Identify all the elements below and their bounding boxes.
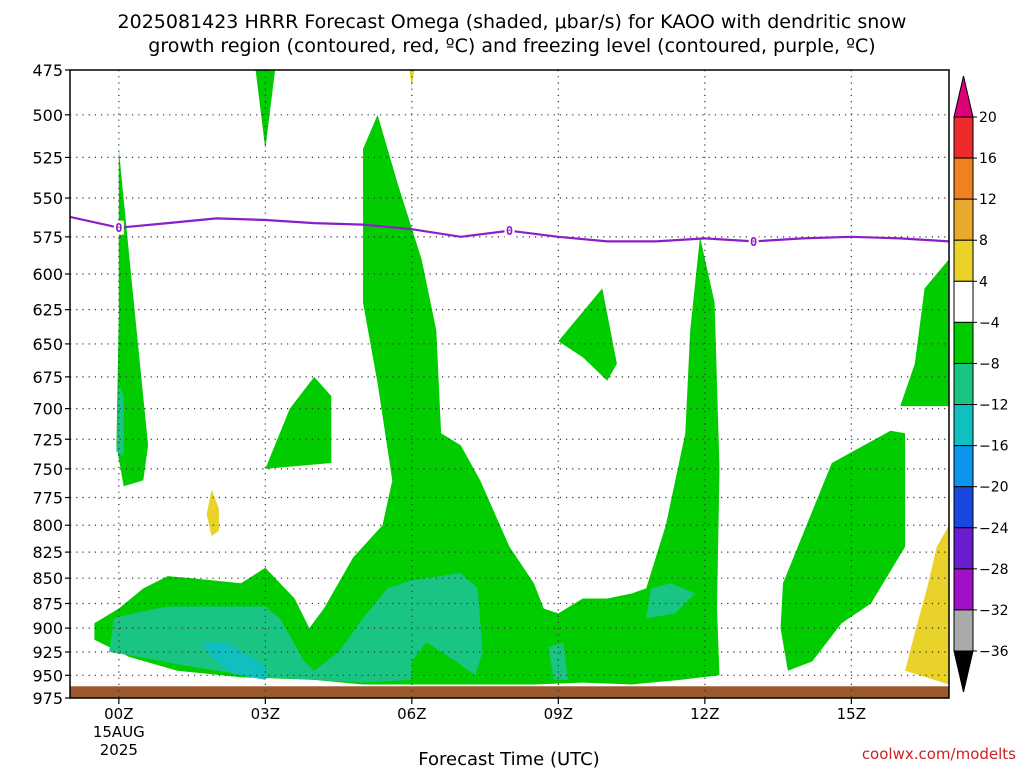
colorbar-tick-label: 16: [979, 151, 997, 167]
freezing-level-label: 0: [115, 221, 122, 235]
x-tick-label: 15Z: [837, 705, 866, 723]
colorbar-swatch: [953, 445, 974, 488]
y-tick-label: 975: [32, 689, 63, 708]
x-tick-date-label: 15AUG: [93, 723, 145, 741]
y-tick-label: 600: [32, 265, 63, 284]
x-tick-year-label: 2025: [100, 741, 138, 759]
y-tick-label: 925: [32, 643, 63, 662]
y-tick-label: 650: [32, 335, 63, 354]
freezing-level-contour: 0 0 0: [70, 215, 949, 249]
x-tick-label: 00Z: [104, 705, 133, 723]
colorbar-swatch: [953, 280, 974, 323]
colorbar-swatch: [953, 362, 974, 406]
y-tick-label: 575: [32, 228, 63, 247]
colorbar-tick-label: 4: [979, 274, 988, 290]
x-tick-label: 09Z: [544, 705, 573, 723]
y-tick-label: 550: [32, 189, 63, 208]
omega-region-2: [255, 70, 276, 149]
colorbar-swatch: [953, 198, 974, 241]
y-tick-label: 475: [32, 61, 63, 80]
omega-region-1: [116, 383, 124, 458]
omega-region-11: [900, 259, 949, 407]
colorbar-tick-label: −32: [979, 603, 1009, 619]
colorbar-bottom-arrow: [953, 650, 974, 693]
y-tick-label: 525: [32, 148, 63, 167]
y-tick-label: 825: [32, 543, 63, 562]
colorbar-tick-label: −12: [979, 398, 1009, 414]
y-tick-label: 750: [32, 460, 63, 479]
colorbar-swatch: [953, 486, 974, 529]
colorbar-tick-label: 20: [979, 110, 997, 126]
y-tick-label: 875: [32, 594, 63, 613]
colorbar-tick-label: −36: [979, 644, 1009, 660]
omega-shading: [70, 70, 949, 698]
y-tick-label: 700: [32, 400, 63, 419]
freezing-label-bg: [504, 223, 515, 238]
y-tick-label: 800: [32, 516, 63, 535]
y-tick-label: 625: [32, 301, 63, 320]
colorbar-swatch: [953, 568, 974, 611]
colorbar-swatch: [953, 404, 974, 447]
colorbar-tick-label: 12: [979, 192, 997, 208]
x-tick-label: 03Z: [251, 705, 280, 723]
freezing-level-label: 0: [750, 235, 757, 249]
y-tick-label: 950: [32, 666, 63, 685]
omega-region-8: [646, 583, 696, 619]
omega-region-6: [201, 642, 266, 680]
x-tick-label: 06Z: [397, 705, 426, 723]
colorbar-tick-label: −16: [979, 439, 1009, 455]
omega-region-4: [94, 114, 720, 685]
y-tick-label: 725: [32, 430, 63, 449]
colorbar-tick-label: 8: [979, 233, 988, 249]
omega-region-10: [780, 430, 906, 671]
y-tick-label: 500: [32, 106, 63, 125]
colorbar-tick-label: −20: [979, 480, 1009, 496]
freezing-level-label: 0: [506, 224, 513, 238]
freezing-label-bg: [113, 220, 124, 235]
colorbar-swatch: [953, 239, 974, 282]
omega-region-5: [109, 573, 483, 683]
omega-region-7: [548, 642, 569, 680]
colorbar-swatch: [953, 527, 974, 570]
omega-region-9: [558, 288, 617, 381]
surface-band: [70, 686, 949, 698]
freezing-label-bg: [748, 234, 759, 249]
credit-text: coolwx.com/modelts: [862, 745, 1016, 763]
colorbar-tick-label: −24: [979, 521, 1009, 537]
chart-title-line-2: growth region (contoured, red, ºC) and f…: [148, 35, 875, 57]
colorbar-tick-label: −8: [979, 356, 1000, 372]
chart-title-line-1: 2025081423 HRRR Forecast Omega (shaded, …: [118, 11, 907, 33]
y-tick-label: 775: [32, 489, 63, 508]
y-tick-label: 850: [32, 569, 63, 588]
colorbar-swatch: [953, 609, 974, 652]
omega-region-0: [116, 149, 149, 487]
colorbar-swatch: [953, 116, 974, 159]
omega-region-14: [409, 70, 415, 89]
omega-region-3: [265, 376, 332, 469]
x-tick-label: 12Z: [690, 705, 719, 723]
omega-region-12: [905, 525, 949, 685]
plot-frame: [69, 69, 950, 699]
y-tick-label: 675: [32, 368, 63, 387]
colorbar-swatch: [953, 157, 974, 200]
grid-lines: [70, 70, 949, 698]
colorbar-swatch: [953, 321, 974, 364]
omega-region-13: [206, 489, 219, 537]
colorbar: 20 16 12 8 4 −4 −8 −12 −16 −20 −24 −28 −32 −36: [953, 75, 1009, 693]
colorbar-tick-label: −28: [979, 562, 1009, 578]
y-tick-label: 900: [32, 619, 63, 638]
y-axis: 475 500 525 550 575 600 625 650 675 700 725 750 775 8…: [32, 61, 70, 708]
colorbar-tick-label: −4: [979, 315, 1000, 331]
x-axis-label: Forecast Time (UTC): [418, 749, 599, 768]
